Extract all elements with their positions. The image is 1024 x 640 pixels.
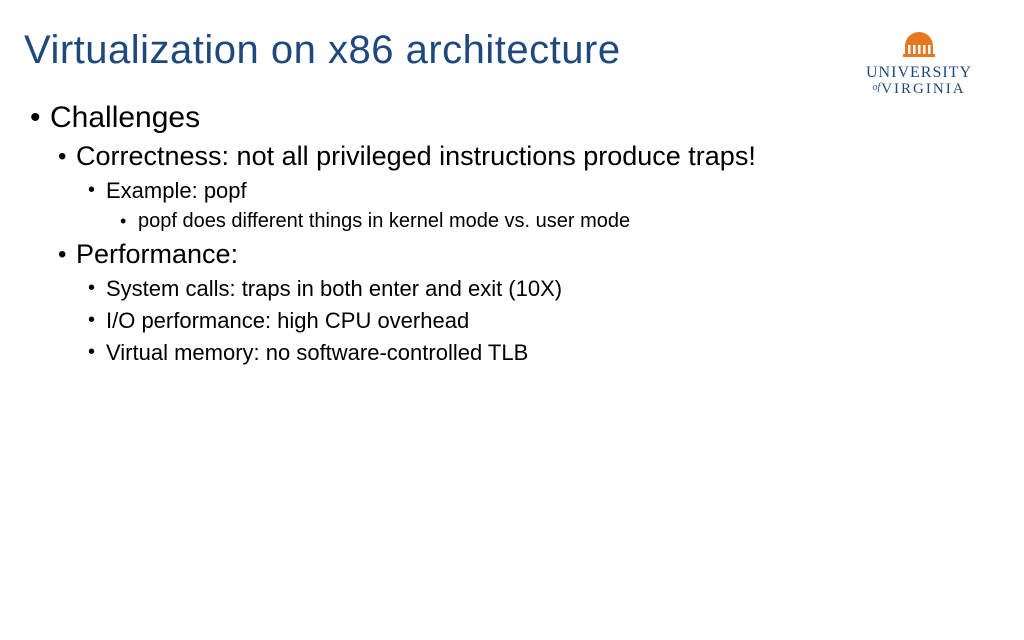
rotunda-icon	[897, 32, 941, 63]
logo-text: UNIVERSITY ofVIRGINIA	[844, 65, 994, 97]
slide: Virtualization on x86 architecture UNIVE…	[0, 0, 1024, 640]
bullet-l1: Challenges	[28, 101, 1000, 135]
logo-of: of	[872, 82, 880, 93]
logo-university: UNIVERSITY	[844, 65, 994, 81]
bullet-l2: Correctness: not all privileged instruct…	[54, 141, 1000, 172]
logo-virginia: ofVIRGINIA	[872, 82, 965, 97]
logo-virginia-text: VIRGINIA	[881, 81, 965, 97]
bullet-l4: popf does different things in kernel mod…	[116, 210, 1000, 233]
bullet-l3: Virtual memory: no software-controlled T…	[84, 340, 1000, 366]
bullet-l3: Example: popf	[84, 178, 1000, 204]
uva-logo: UNIVERSITY ofVIRGINIA	[844, 32, 994, 97]
content-body: Challenges Correctness: not all privileg…	[24, 101, 1000, 366]
bullet-l3: I/O performance: high CPU overhead	[84, 308, 1000, 334]
bullet-l3: System calls: traps in both enter and ex…	[84, 276, 1000, 302]
bullet-l2: Performance:	[54, 239, 1000, 270]
